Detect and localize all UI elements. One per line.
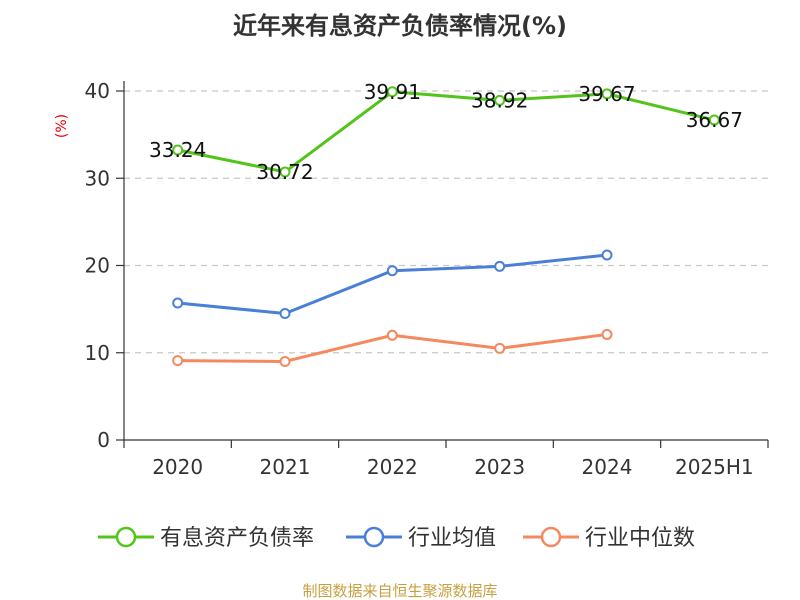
data-point <box>601 249 613 261</box>
grid-layer <box>124 90 768 354</box>
data-point <box>494 342 506 354</box>
series-layer <box>172 86 720 367</box>
data-label-layer: 33.24 30.72 39.91 38.92 39.67 36.67 <box>149 80 743 184</box>
y-tick-label: 20 <box>85 254 110 278</box>
y-tick-label: 0 <box>97 428 110 452</box>
legend-label: 有息资产负债率 <box>160 526 314 551</box>
series-3 <box>172 328 613 367</box>
y-axis-label: (%) <box>54 114 70 138</box>
data-point <box>708 114 720 126</box>
data-point <box>172 355 184 367</box>
series-line <box>177 253 608 315</box>
data-label: 30.72 <box>256 160 313 184</box>
data-point <box>386 329 398 341</box>
axis-layer: 0 10 20 30 40 2020 2021 2022 2023 2024 2025H1 <box>85 79 769 479</box>
data-label: 33.24 <box>149 138 206 162</box>
legend-label: 行业均值 <box>408 526 496 551</box>
data-label: 39.91 <box>364 80 421 104</box>
legend-marker-icon <box>115 526 137 548</box>
series-2 <box>172 249 613 319</box>
x-tick-label: 2024 <box>582 455 633 479</box>
series-line <box>177 90 715 174</box>
data-point <box>386 86 398 98</box>
data-point <box>601 328 613 340</box>
data-label: 36.67 <box>686 108 743 132</box>
data-point <box>386 265 398 277</box>
series-1 <box>172 86 720 178</box>
legend-marker-icon <box>540 526 562 548</box>
data-point <box>172 297 184 309</box>
data-point <box>279 355 291 367</box>
legend: 有息资产负债率 行业均值 行业中位数 <box>98 526 695 551</box>
data-point <box>494 94 506 106</box>
legend-label: 行业中位数 <box>585 526 695 551</box>
source-note: 制图数据来自恒生聚源数据库 <box>302 582 497 600</box>
x-tick-label: 2020 <box>152 455 203 479</box>
data-label: 38.92 <box>471 88 528 112</box>
data-point <box>172 144 184 156</box>
data-point <box>279 307 291 319</box>
x-tick-label: 2022 <box>367 455 418 479</box>
legend-item: 行业中位数 <box>523 526 695 551</box>
chart-title: 近年来有息资产负债率情况(%) <box>233 12 567 40</box>
legend-item: 行业均值 <box>346 526 496 551</box>
x-tick-label: 2023 <box>474 455 525 479</box>
data-point <box>601 88 613 100</box>
legend-marker-icon <box>363 526 385 548</box>
data-point <box>279 166 291 178</box>
y-tick-label: 10 <box>85 341 110 365</box>
x-tick-label: 2025H1 <box>675 455 754 479</box>
y-tick-label: 40 <box>85 79 110 103</box>
data-point <box>494 260 506 272</box>
data-label: 39.67 <box>578 82 635 106</box>
legend-item: 有息资产负债率 <box>98 526 314 551</box>
x-tick-label: 2021 <box>260 455 311 479</box>
y-tick-label: 30 <box>85 166 110 190</box>
